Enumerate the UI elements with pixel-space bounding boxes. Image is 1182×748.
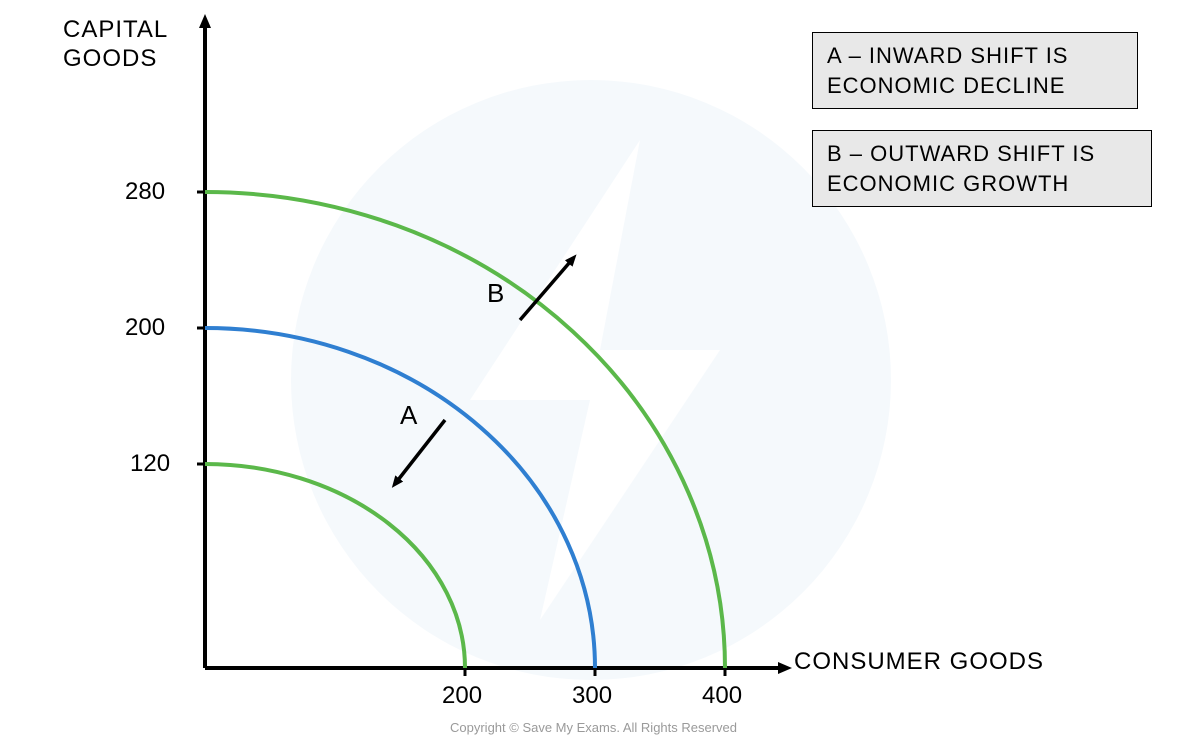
x-axis-label: CONSUMER GOODS [794,648,1044,676]
ppf-curve-outer [205,192,725,668]
copyright-text: Copyright © Save My Exams. All Rights Re… [450,720,737,735]
legend-box-b: B – OUTWARD SHIFT ISECONOMIC GROWTH [812,130,1152,207]
plot-svg [0,0,1182,748]
arrow-label-b: B [487,278,504,309]
y-tick-label-120: 120 [130,450,170,478]
legend-text-b: B – OUTWARD SHIFT ISECONOMIC GROWTH [827,141,1095,196]
x-tick-label-300: 300 [572,682,612,710]
ppf-chart: CAPITALGOODS CONSUMER GOODS 120 200 280 … [0,0,1182,748]
x-tick-label-200: 200 [442,682,482,710]
y-tick-label-280: 280 [125,178,165,206]
y-axis-label-text: CAPITALGOODS [63,16,168,72]
legend-box-a: A – INWARD SHIFT ISECONOMIC DECLINE [812,32,1138,109]
ppf-curve-inner [205,464,465,668]
shift-arrow-b [520,262,570,320]
legend-text-a: A – INWARD SHIFT ISECONOMIC DECLINE [827,43,1068,98]
arrow-label-a: A [400,400,417,431]
ppf-curve-middle [205,328,595,668]
y-tick-label-200: 200 [125,314,165,342]
x-tick-label-400: 400 [702,682,742,710]
y-axis-label: CAPITALGOODS [63,16,168,74]
